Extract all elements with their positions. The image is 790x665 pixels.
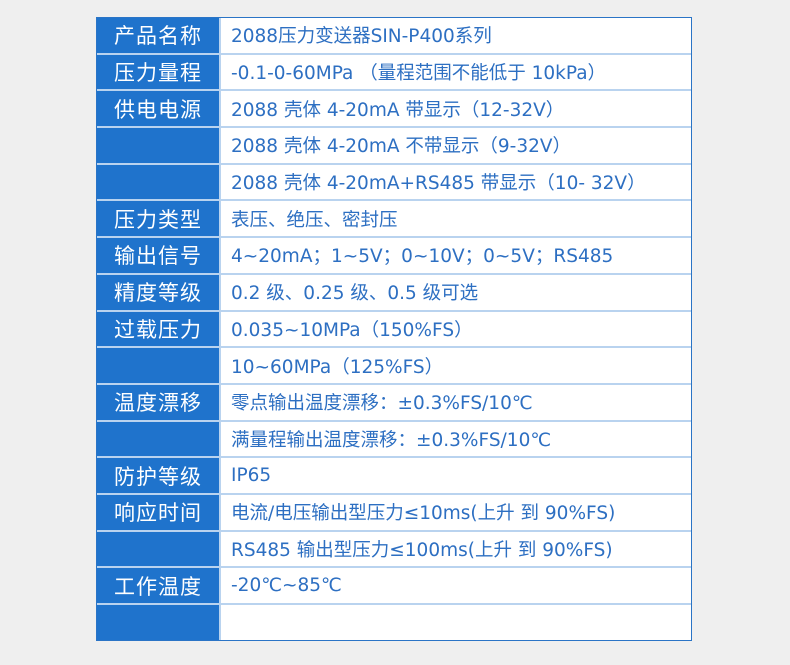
row-value: 2088 壳体 4-20mA 带显示（12-32V）: [231, 99, 565, 121]
row-label: [97, 605, 221, 640]
row-label: 温度漂移: [97, 384, 221, 420]
row-label: [97, 164, 221, 200]
row-value: 2088 壳体 4-20mA 不带显示（9-32V）: [231, 136, 572, 158]
table-row: 防护等级 IP65: [97, 458, 691, 495]
row-label: 输出信号: [97, 238, 221, 273]
table-row: 输出信号 4~20mA；1~5V；0~10V；0~5V；RS485: [97, 238, 691, 275]
table-row: 产品名称 2088压力变送器SIN-P400系列: [97, 18, 691, 55]
table-row: 响应时间 电流/电压输出型压力≤10ms(上升 到 90%FS): [97, 494, 691, 532]
row-label: 压力类型: [97, 201, 221, 237]
row-value: 0.035~10MPa（150%FS）: [231, 319, 473, 341]
row-value: 满量程输出温度漂移：±0.3%FS/10℃: [231, 429, 552, 451]
spec-table: 产品名称 2088压力变送器SIN-P400系列 压力量程 -0.1-0-60MPa …: [96, 17, 692, 641]
row-value: [221, 605, 691, 640]
row-value: -20℃~85℃: [231, 575, 342, 597]
row-label: 精度等级: [97, 274, 221, 310]
row-label: [97, 128, 221, 163]
row-label: [97, 348, 221, 383]
row-value: -0.1-0-60MPa （量程范围不能低于 10kPa）: [231, 63, 607, 85]
table-row: RS485 输出型压力≤100ms(上升 到 90%FS): [97, 531, 691, 569]
table-row: 温度漂移 零点输出温度漂移：±0.3%FS/10℃: [97, 384, 691, 422]
row-label: 产品名称: [97, 18, 221, 53]
row-value: 表压、绝压、密封压: [231, 209, 398, 231]
table-row: 供电电源 2088 壳体 4-20mA 带显示（12-32V）: [97, 91, 691, 129]
row-value: 零点输出温度漂移：±0.3%FS/10℃: [231, 393, 533, 415]
table-row: 压力量程 -0.1-0-60MPa （量程范围不能低于 10kPa）: [97, 54, 691, 92]
row-label: 工作温度: [97, 568, 221, 603]
table-row: [97, 605, 691, 640]
row-label: 过载压力: [97, 311, 221, 347]
table-row: 满量程输出温度漂移：±0.3%FS/10℃: [97, 421, 691, 459]
row-value: RS485 输出型压力≤100ms(上升 到 90%FS): [231, 539, 613, 561]
table-row: 过载压力 0.035~10MPa（150%FS）: [97, 311, 691, 349]
table-row: 2088 壳体 4-20mA+RS485 带显示（10- 32V）: [97, 164, 691, 202]
row-label: [97, 421, 221, 457]
row-value: 10~60MPa（125%FS）: [231, 356, 444, 378]
row-value: 电流/电压输出型压力≤10ms(上升 到 90%FS): [231, 503, 616, 525]
table-row: 2088 壳体 4-20mA 不带显示（9-32V）: [97, 128, 691, 165]
row-value: IP65: [231, 465, 272, 487]
row-value: 4~20mA；1~5V；0~10V；0~5V；RS485: [231, 246, 614, 268]
table-row: 工作温度 -20℃~85℃: [97, 568, 691, 605]
table-row: 精度等级 0.2 级、0.25 级、0.5 级可选: [97, 274, 691, 312]
row-label: [97, 531, 221, 567]
row-value: 2088 壳体 4-20mA+RS485 带显示（10- 32V）: [231, 173, 646, 195]
table-row: 10~60MPa（125%FS）: [97, 348, 691, 385]
row-label: 防护等级: [97, 458, 221, 493]
row-value: 2088压力变送器SIN-P400系列: [231, 26, 492, 48]
row-value: 0.2 级、0.25 级、0.5 级可选: [231, 283, 479, 305]
row-label: 压力量程: [97, 54, 221, 90]
row-label: 供电电源: [97, 91, 221, 127]
row-label: 响应时间: [97, 494, 221, 530]
table-row: 压力类型 表压、绝压、密封压: [97, 201, 691, 239]
